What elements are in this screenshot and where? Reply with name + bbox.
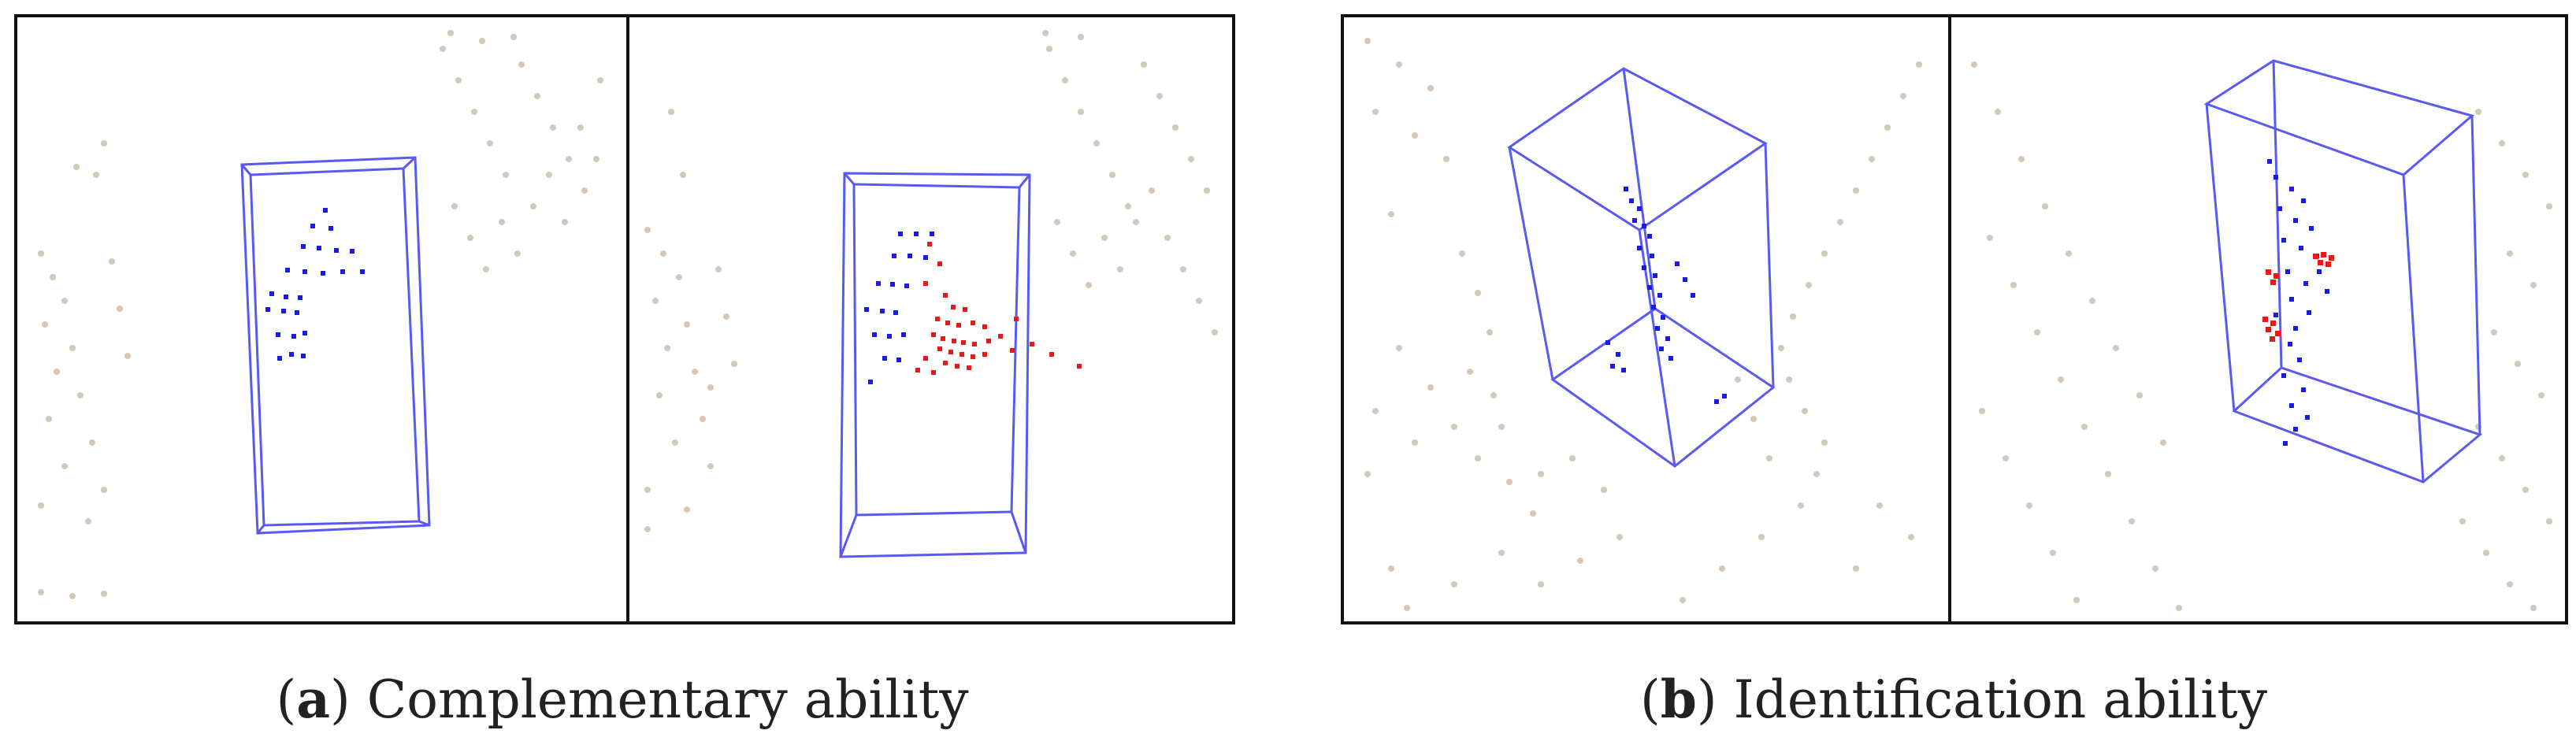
background-points [644, 30, 1218, 532]
background-points [38, 30, 603, 599]
subfigure-a: (a) Complementary ability [0, 0, 1245, 756]
object-points [265, 208, 365, 361]
added-points [915, 242, 1082, 375]
bounding-box [1507, 67, 1776, 468]
object-points [2267, 159, 2329, 446]
panel-divider [626, 17, 629, 621]
subfigure-b-scene [1364, 38, 2552, 611]
panel-divider [1948, 17, 1951, 621]
bounding-box [240, 156, 431, 535]
subfigure-a-frame [14, 14, 1235, 624]
subfigure-b: (b) Identification ability [1331, 0, 2576, 756]
caption-b-text: Identification ability [1733, 669, 2268, 730]
panel-a-left [38, 30, 603, 599]
object-points [864, 232, 934, 384]
background-points [1364, 38, 1922, 611]
subfigure-a-scene [38, 30, 1218, 599]
subfigure-b-frame [1341, 14, 2568, 624]
added-points [2262, 252, 2334, 342]
caption-a: (a) Complementary ability [276, 669, 969, 730]
object-points [1605, 187, 1727, 404]
caption-a-letter: a [296, 669, 330, 730]
caption-b-letter: b [1660, 669, 1697, 730]
panel-a-right [644, 30, 1218, 558]
bounding-box [2203, 59, 2483, 484]
bounding-box [839, 172, 1031, 558]
panel-b-left [1364, 38, 1922, 611]
caption-b: (b) Identification ability [1639, 669, 2268, 730]
background-points [1971, 61, 2552, 611]
caption-a-text: Complementary ability [366, 669, 969, 730]
panel-b-right [1971, 59, 2552, 611]
